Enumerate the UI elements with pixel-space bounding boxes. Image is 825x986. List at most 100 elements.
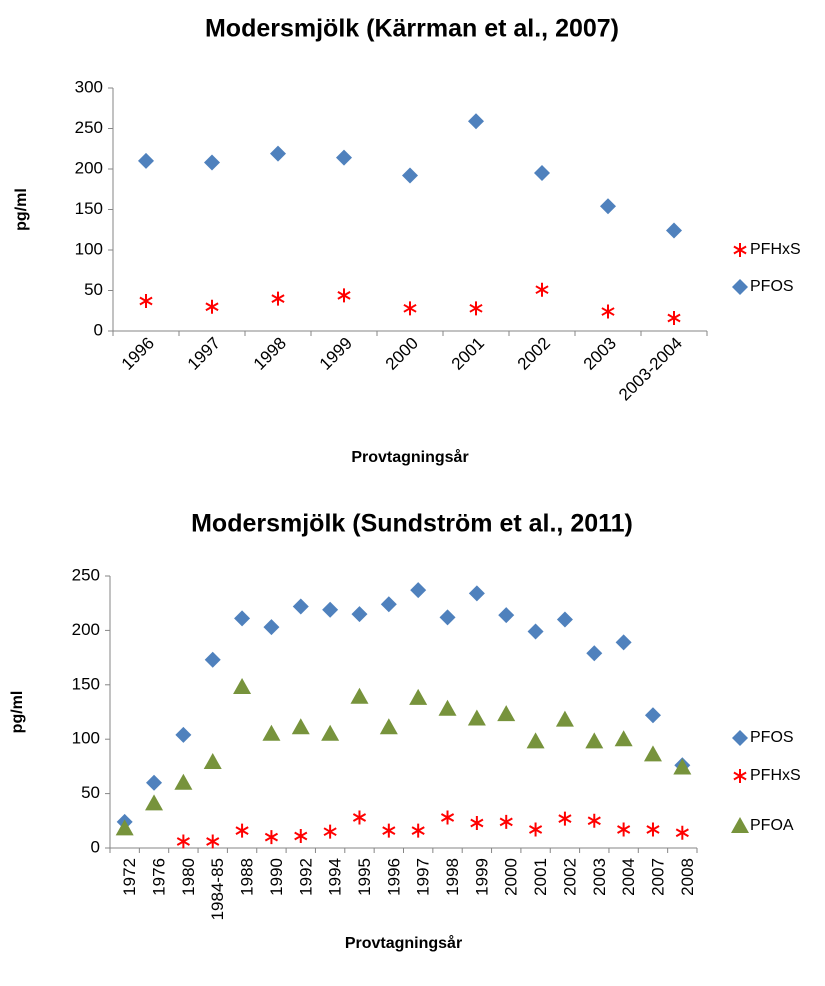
star-marker	[382, 823, 396, 838]
y-tick-label: 100	[72, 729, 100, 748]
x-tick-label: 2002	[560, 858, 579, 896]
diamond-marker	[204, 154, 220, 171]
star-marker	[294, 829, 308, 844]
diamond-marker	[351, 606, 368, 623]
x-tick-label: 2001	[448, 334, 488, 374]
diamond-marker	[732, 279, 748, 295]
star-marker	[733, 243, 747, 257]
x-tick-label: 2000	[382, 334, 422, 374]
diamond-marker	[527, 623, 544, 640]
x-tick-label: 2003	[590, 858, 609, 896]
x-tick-label: 1997	[184, 334, 224, 374]
star-marker	[469, 301, 483, 316]
triangle-marker	[233, 677, 252, 694]
star-marker	[206, 834, 220, 849]
star-marker	[271, 291, 285, 306]
legend-label: PFOS	[750, 729, 794, 746]
chart-title: Modersmjölk (Sundström et al., 2011)	[191, 510, 633, 538]
star-marker	[205, 299, 219, 314]
y-tick-label: 50	[81, 783, 100, 802]
diamond-marker	[204, 651, 221, 668]
diamond-marker	[600, 198, 616, 215]
y-tick-label: 0	[94, 320, 103, 339]
star-marker	[403, 301, 417, 316]
diamond-marker	[586, 645, 603, 662]
x-tick-label: 2001	[531, 858, 550, 896]
diamond-marker	[556, 611, 573, 628]
diamond-marker	[270, 145, 286, 162]
x-tick-label: 1972	[120, 858, 139, 896]
triangle-marker	[174, 773, 193, 790]
triangle-marker	[379, 718, 398, 735]
legend-label: PFOA	[750, 817, 794, 834]
x-axis-title: Provtagningsår	[345, 934, 462, 952]
triangle-marker	[526, 732, 545, 749]
x-tick-label: 1988	[238, 858, 257, 896]
star-marker	[323, 824, 337, 839]
star-marker	[535, 282, 549, 297]
triangle-marker	[467, 709, 486, 726]
y-axis-title: pg/ml	[9, 691, 26, 734]
triangle-marker	[731, 817, 749, 833]
triangle-marker	[350, 687, 369, 704]
x-tick-label: 1996	[118, 334, 158, 374]
x-tick-label: 1976	[150, 858, 169, 896]
legend-label: PFHxS	[750, 767, 801, 784]
diamond-marker	[732, 730, 748, 746]
diamond-marker	[410, 582, 427, 599]
diamond-marker	[402, 167, 418, 184]
star-marker	[176, 834, 190, 849]
y-tick-label: 250	[72, 565, 100, 584]
x-tick-label: 2002	[514, 334, 554, 374]
x-tick-label: 1990	[267, 858, 286, 896]
star-marker	[352, 810, 367, 825]
x-tick-label: 1984-85	[208, 858, 227, 920]
y-tick-label: 150	[75, 199, 103, 218]
x-tick-label: 1980	[179, 858, 198, 896]
y-tick-label: 200	[72, 620, 100, 639]
diamond-marker	[615, 634, 632, 651]
y-tick-label: 200	[75, 158, 103, 177]
star-marker	[587, 813, 601, 828]
x-tick-label: 1999	[472, 858, 491, 896]
triangle-marker	[145, 794, 164, 811]
triangle-marker	[555, 710, 574, 727]
diamond-marker	[666, 222, 682, 239]
star-marker	[528, 822, 543, 837]
triangle-marker	[291, 718, 310, 735]
star-marker	[558, 811, 572, 826]
star-marker	[646, 822, 660, 837]
x-tick-label: 1995	[355, 858, 374, 896]
diamond-marker	[234, 610, 251, 627]
diamond-marker	[380, 596, 397, 613]
triangle-marker	[321, 724, 340, 741]
x-tick-label: 2008	[678, 858, 697, 896]
triangle-marker	[585, 732, 604, 749]
star-marker	[337, 288, 351, 303]
y-tick-label: 0	[91, 837, 100, 856]
y-tick-label: 50	[84, 280, 103, 299]
x-tick-label: 1997	[414, 858, 433, 896]
triangle-marker	[409, 688, 428, 705]
x-tick-label: 2003-2004	[615, 334, 686, 405]
x-tick-label: 1994	[326, 858, 345, 896]
diamond-marker	[263, 619, 280, 636]
x-tick-label: 1996	[384, 858, 403, 896]
star-marker	[470, 815, 484, 830]
y-tick-label: 150	[72, 674, 100, 693]
diamond-marker	[468, 113, 484, 130]
triangle-marker	[673, 758, 692, 775]
star-marker	[617, 822, 631, 837]
diamond-marker	[644, 707, 661, 724]
x-tick-label: 2000	[502, 858, 521, 896]
triangle-marker	[115, 819, 134, 836]
triangle-marker	[262, 724, 281, 741]
star-marker	[235, 823, 249, 838]
diamond-marker	[439, 609, 456, 626]
y-axis-title: pg/ml	[13, 188, 30, 231]
y-tick-label: 250	[75, 118, 103, 137]
legend-label: PFHxS	[750, 241, 801, 258]
star-marker	[733, 769, 747, 783]
triangle-marker	[643, 745, 662, 762]
